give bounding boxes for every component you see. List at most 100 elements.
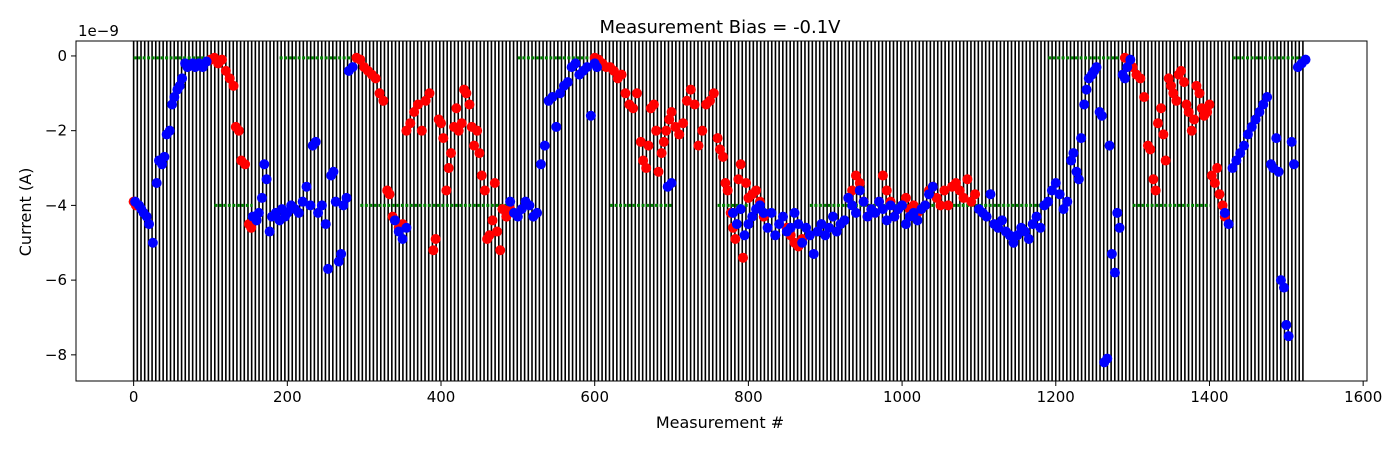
blue-point (323, 263, 334, 274)
red-point (697, 125, 708, 136)
red-point (689, 99, 700, 110)
red-point (217, 54, 228, 65)
red-point (970, 189, 981, 200)
blue-point (797, 237, 808, 248)
red-point (436, 118, 447, 129)
blue-point (843, 192, 854, 203)
blue-point (397, 234, 408, 245)
blue-point (827, 211, 838, 222)
blue-point (774, 219, 785, 230)
x-tick-label: 1000 (883, 388, 921, 406)
blue-point (393, 226, 404, 237)
red-point (1206, 170, 1217, 181)
blue-point (1050, 177, 1061, 188)
blue-point (313, 207, 324, 218)
red-point (628, 103, 639, 114)
red-point (735, 159, 746, 170)
blue-point (1250, 114, 1261, 125)
blue-point (985, 189, 996, 200)
blue-point (858, 196, 869, 207)
red-point (474, 148, 485, 159)
blue-point (1275, 275, 1286, 286)
red-point (653, 166, 664, 177)
red-point (847, 185, 858, 196)
red-point (704, 95, 715, 106)
red-point (741, 177, 752, 188)
blue-point (151, 177, 162, 188)
blue-point (812, 226, 823, 237)
blue-point (1043, 196, 1054, 207)
blue-point (728, 207, 739, 218)
blue-point (1223, 219, 1234, 230)
blue-point (1012, 230, 1023, 241)
blue-point (401, 222, 412, 233)
red-point (966, 196, 977, 207)
plot-frame (75, 40, 1368, 382)
red-point (850, 170, 861, 181)
red-point (877, 170, 888, 181)
red-point (424, 88, 435, 99)
red-point (453, 125, 464, 136)
red-point (1186, 125, 1197, 136)
red-point (479, 185, 490, 196)
red-point (730, 234, 741, 245)
blue-point (539, 140, 550, 151)
y-tick-label: −8 (45, 346, 67, 364)
blue-point (585, 110, 596, 121)
red-point (1171, 95, 1182, 106)
blue-point (854, 185, 865, 196)
red-point (464, 99, 475, 110)
red-point (733, 174, 744, 185)
red-point (1194, 88, 1205, 99)
red-point (656, 148, 667, 159)
red-point (693, 140, 704, 151)
blue-point (889, 211, 900, 222)
red-point (405, 118, 416, 129)
red-point (355, 54, 366, 65)
blue-point (993, 222, 1004, 233)
red-point (670, 121, 681, 132)
red-point (409, 106, 420, 117)
blue-point (1096, 110, 1107, 121)
red-point (438, 133, 449, 144)
y-tick-label: 0 (57, 47, 67, 65)
blue-point (850, 207, 861, 218)
red-point (908, 200, 919, 211)
blue-point (743, 219, 754, 230)
blue-point (592, 62, 603, 73)
red-point (487, 215, 498, 226)
blue-point (264, 226, 275, 237)
red-point (881, 185, 892, 196)
blue-point (981, 211, 992, 222)
blue-point (1125, 54, 1136, 65)
red-point (962, 174, 973, 185)
x-tick-label: 1200 (1037, 388, 1075, 406)
blue-point (862, 211, 873, 222)
blue-point (1062, 196, 1073, 207)
plot-area (128, 41, 1311, 381)
red-point (950, 177, 961, 188)
blue-point (1020, 226, 1031, 237)
red-point (489, 177, 500, 188)
blue-point (253, 207, 264, 218)
red-point (1156, 103, 1167, 114)
blue-point (555, 88, 566, 99)
red-point (461, 88, 472, 99)
blue-point (1079, 99, 1090, 110)
red-point (648, 99, 659, 110)
blue-point (330, 196, 341, 207)
red-point (1158, 129, 1169, 140)
x-tick-label: 600 (580, 388, 609, 406)
red-point (635, 136, 646, 147)
red-point (441, 185, 452, 196)
blue-point (996, 215, 1007, 226)
red-point (674, 129, 685, 140)
y-axis-label: Current (A) (16, 168, 35, 257)
red-point (751, 185, 762, 196)
red-point (384, 189, 395, 200)
red-point (678, 118, 689, 129)
red-point (370, 73, 381, 84)
blue-point (320, 219, 331, 230)
red-point (738, 252, 749, 263)
